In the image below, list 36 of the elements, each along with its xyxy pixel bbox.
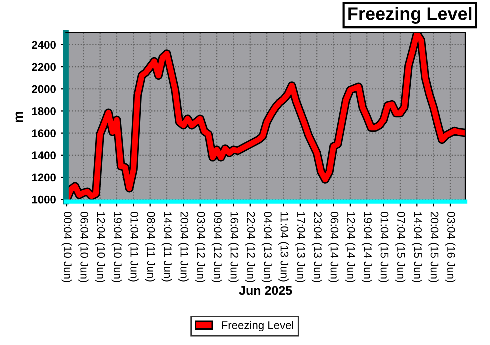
x-tick-label: 22:04 (12 Jun) xyxy=(245,212,256,283)
x-tick-label: 01:04 (11 Jun) xyxy=(128,212,139,282)
x-tick-label: 06:04 (10 Jun) xyxy=(78,212,89,283)
y-tick-label: 2200 xyxy=(32,63,56,72)
x-axis-title: Jun 2025 xyxy=(239,286,292,296)
x-tick-label: 04:04 (13 Jun) xyxy=(262,212,272,283)
y-tick-label: 1000 xyxy=(32,196,56,204)
y-tick-label: 2400 xyxy=(32,41,56,50)
x-tick-label: 19:04 (10 Jun) xyxy=(112,212,122,283)
x-tick-label: 14:04 (15 Jun) xyxy=(412,212,422,283)
y-tick-label: 1600 xyxy=(32,130,56,138)
y-tick-label: 1800 xyxy=(32,107,56,116)
chart-title: Freezing Level xyxy=(348,7,472,24)
y-tick-label: 1400 xyxy=(32,152,56,160)
x-tick-label: 19:04 (14 Jun) xyxy=(362,212,372,283)
x-tick-label: 11:04 (13 Jun) xyxy=(278,212,289,282)
x-tick-label: 17:04 (13 Jun) xyxy=(295,212,306,283)
x-tick-label: 01:04 (15 Jun) xyxy=(378,212,389,283)
x-tick-label: 00:04 (10 Jun) xyxy=(62,212,72,283)
x-tick-label: 20:04 (15 Jun) xyxy=(428,212,439,283)
y-tick-label: 1200 xyxy=(32,174,56,182)
x-tick-label: 14:04 (11 Jun) xyxy=(162,212,172,282)
x-tick-label: 07:04 (15 Jun) xyxy=(395,212,406,283)
x-tick-label: 03:04 (12 Jun) xyxy=(195,212,206,283)
x-tick-label: 06:04 (14 Jun) xyxy=(328,212,339,283)
x-tick-label: 23:04 (13 Jun) xyxy=(312,212,322,283)
x-tick-label: 16:04 (12 Jun) xyxy=(228,212,239,283)
y-tick-label: 2000 xyxy=(32,85,56,94)
x-tick-label: 12:04 (10 Jun) xyxy=(95,212,106,283)
x-tick-label: 03:04 (16 Jun) xyxy=(445,212,456,283)
legend-label: Freezing Level xyxy=(222,321,294,332)
y-axis-title: m xyxy=(16,112,24,123)
x-tick-label: 09:04 (12 Jun) xyxy=(212,212,222,283)
x-tick-label: 12:04 (14 Jun) xyxy=(345,212,356,283)
x-tick-label: 08:04 (11 Jun) xyxy=(145,212,156,282)
x-tick-label: 20:04 (11 Jun) xyxy=(178,212,189,282)
